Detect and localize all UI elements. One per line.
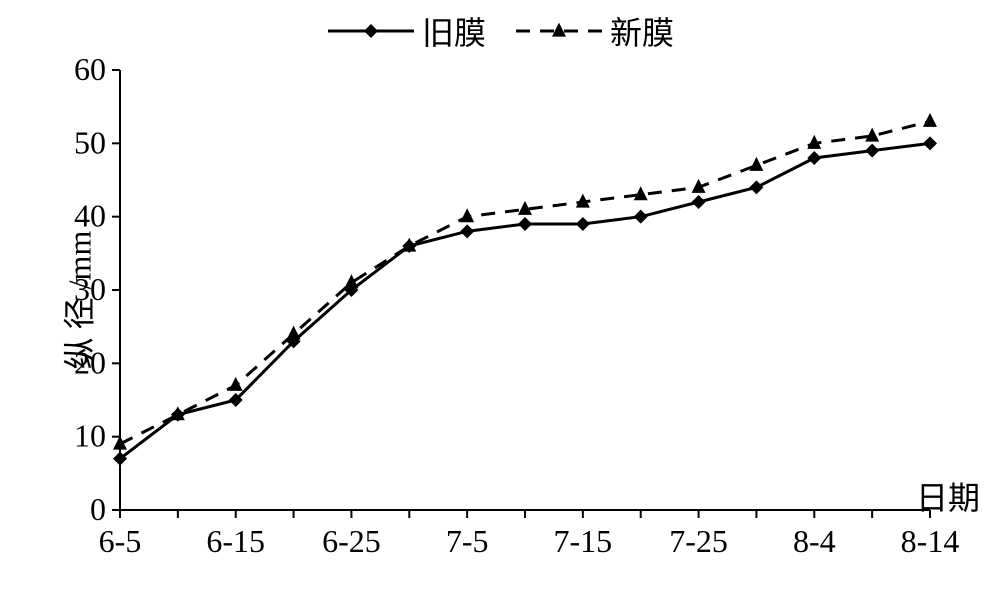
x-tick-label: 8-14 <box>901 523 960 559</box>
marker-triangle <box>865 128 879 142</box>
x-tick-label: 7-25 <box>669 523 728 559</box>
legend-swatch <box>514 17 604 45</box>
legend-item-旧膜: 旧膜 <box>326 8 486 54</box>
x-tick-label: 7-15 <box>554 523 613 559</box>
y-tick-label: 10 <box>74 418 106 454</box>
x-tick-label: 8-4 <box>793 523 836 559</box>
legend-swatch <box>326 17 416 45</box>
y-tick-label: 50 <box>74 124 106 160</box>
y-axis-label: 纵 径 /mm <box>54 231 100 370</box>
legend: 旧膜 新膜 <box>0 8 1000 54</box>
marker-diamond <box>923 136 937 150</box>
marker-triangle <box>287 326 301 340</box>
marker-diamond <box>576 217 590 231</box>
x-tick-label: 6-5 <box>99 523 142 559</box>
y-tick-label: 60 <box>74 51 106 87</box>
marker-triangle <box>749 157 763 171</box>
marker-diamond <box>518 217 532 231</box>
marker-triangle <box>229 377 243 391</box>
legend-label: 新膜 <box>610 8 674 54</box>
marker-diamond <box>807 151 821 165</box>
marker-diamond <box>749 180 763 194</box>
chart-container: 旧膜 新膜 纵 径 /mm 日期 01020304050606-56-156-25… <box>0 0 1000 599</box>
x-axis-label: 日期 <box>916 473 980 519</box>
marker-diamond <box>634 210 648 224</box>
y-tick-label: 40 <box>74 198 106 234</box>
legend-item-新膜: 新膜 <box>514 8 674 54</box>
marker-triangle <box>634 186 648 200</box>
marker-diamond <box>865 144 879 158</box>
x-tick-label: 6-25 <box>322 523 381 559</box>
x-tick-label: 7-5 <box>446 523 489 559</box>
chart-svg: 01020304050606-56-156-257-57-157-258-48-… <box>0 0 1000 599</box>
marker-triangle <box>923 113 937 127</box>
y-tick-label: 0 <box>90 491 106 527</box>
x-tick-label: 6-15 <box>206 523 265 559</box>
marker-triangle <box>460 208 474 222</box>
marker-diamond <box>460 224 474 238</box>
series-line-旧膜 <box>120 143 930 458</box>
legend-label: 旧膜 <box>422 8 486 54</box>
marker-diamond <box>692 195 706 209</box>
